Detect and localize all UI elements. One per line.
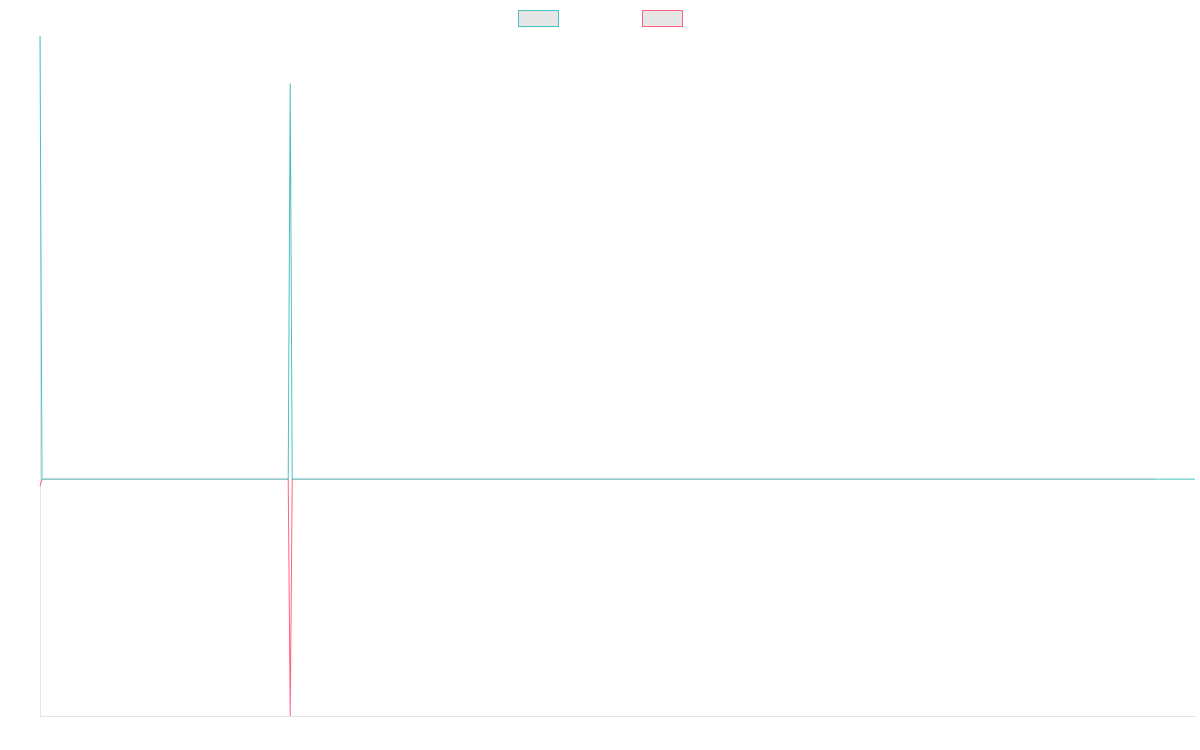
legend-swatch-2[interactable] bbox=[642, 10, 683, 27]
chart-axes bbox=[40, 36, 1195, 717]
legend-item-1[interactable] bbox=[518, 10, 559, 27]
series-line-1 bbox=[39, 35, 1195, 480]
series-layer bbox=[39, 35, 1195, 717]
series-line-2 bbox=[39, 478, 1155, 717]
legend-item-2[interactable] bbox=[642, 10, 683, 27]
chart-legend bbox=[518, 10, 683, 27]
legend-swatch-1[interactable] bbox=[518, 10, 559, 27]
